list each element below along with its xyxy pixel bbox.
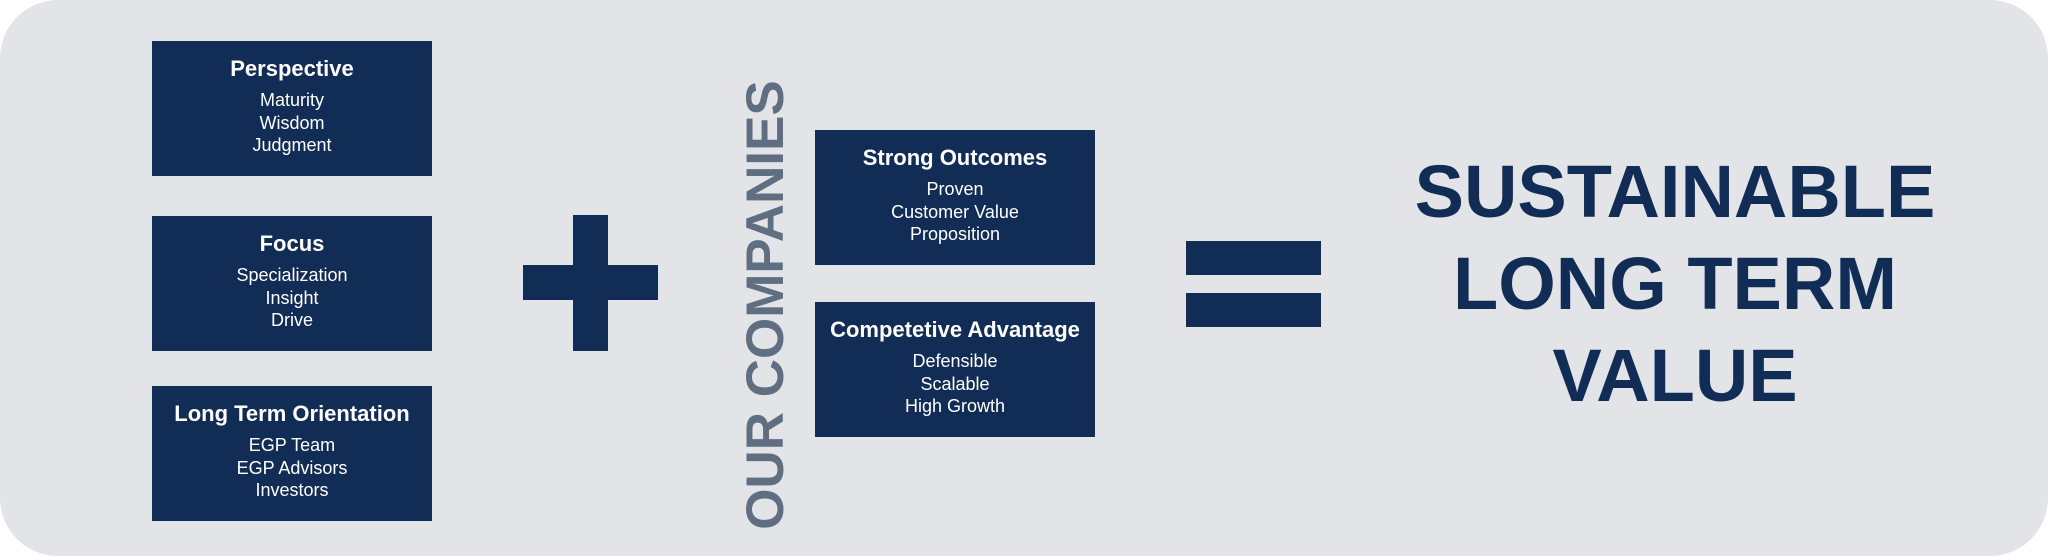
- card-line: Wisdom: [259, 112, 325, 133]
- result-line: LONG TERM: [1453, 242, 1897, 325]
- card-line: Specialization: [236, 265, 348, 285]
- card-lines: Specialization Insight Drive: [152, 264, 432, 332]
- card-line: Proven: [926, 179, 984, 199]
- card-title: Strong Outcomes: [862, 145, 1048, 170]
- card-line: High Growth: [904, 396, 1006, 416]
- card-lines: Defensible Scalable High Growth: [815, 350, 1095, 418]
- card-title: Competetive Advantage: [830, 317, 1080, 342]
- card-lines: Proven Customer Value Proposition: [815, 178, 1095, 246]
- plus-vertical-bar: [573, 215, 608, 351]
- card-long-term-orientation: Long Term Orientation EGP Team EGP Advis…: [152, 386, 432, 521]
- card-title: Long Term Orientation: [174, 401, 410, 426]
- card-focus: Focus Specialization Insight Drive: [152, 216, 432, 351]
- card-perspective: Perspective Maturity Wisdom Judgment: [152, 41, 432, 176]
- card-line: Scalable: [920, 373, 990, 394]
- card-line: Insight: [265, 287, 319, 308]
- card-line: Defensible: [912, 351, 998, 371]
- vertical-label: OUR COMPANIES: [736, 80, 795, 530]
- card-line: Customer Value: [891, 201, 1019, 222]
- card-line: Investors: [255, 480, 329, 500]
- card-line: Maturity: [259, 90, 324, 110]
- card-title: Focus: [259, 231, 325, 256]
- equals-bottom-bar: [1186, 293, 1321, 327]
- result-text: SUSTAINABLE LONG TERM VALUE: [1405, 146, 1945, 422]
- card-line: Proposition: [909, 224, 1001, 244]
- card-lines: Maturity Wisdom Judgment: [152, 89, 432, 157]
- card-line: EGP Team: [248, 435, 336, 455]
- card-title: Perspective: [230, 56, 354, 81]
- card-competitive-advantage: Competetive Advantage Defensible Scalabl…: [815, 302, 1095, 437]
- card-strong-outcomes: Strong Outcomes Proven Customer Value Pr…: [815, 130, 1095, 265]
- card-line: Judgment: [252, 135, 332, 155]
- card-lines: EGP Team EGP Advisors Investors: [152, 434, 432, 502]
- result-line: VALUE: [1552, 334, 1798, 417]
- equals-top-bar: [1186, 241, 1321, 275]
- card-line: EGP Advisors: [236, 457, 348, 478]
- result-line: SUSTAINABLE: [1414, 150, 1936, 233]
- card-line: Drive: [270, 310, 313, 330]
